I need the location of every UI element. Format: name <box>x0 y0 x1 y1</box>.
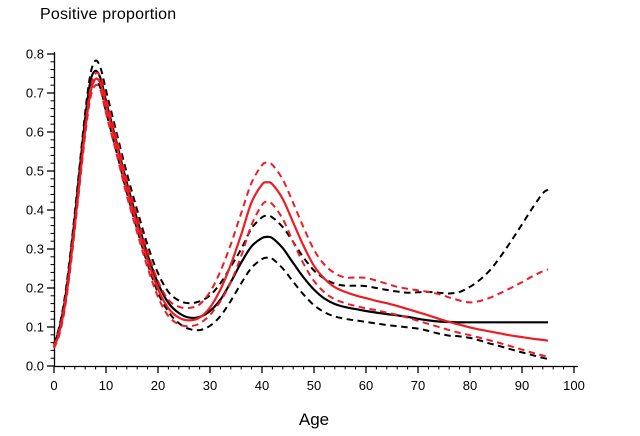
series-black-upper-band <box>53 59 549 345</box>
x-tick-label: 80 <box>463 378 477 393</box>
y-tick-label: 0.2 <box>26 281 44 296</box>
series-red-upper-band <box>53 71 549 347</box>
y-tick-label: 0.8 <box>26 47 44 62</box>
x-tick-label: 60 <box>359 378 373 393</box>
x-tick-label: 100 <box>563 378 585 393</box>
y-tick-label: 0.6 <box>26 125 44 140</box>
series-red-lower-band <box>53 83 549 358</box>
x-tick-label: 50 <box>307 378 321 393</box>
y-tick-label: 0.3 <box>26 242 44 257</box>
x-tick-label: 10 <box>99 378 113 393</box>
x-tick-label: 20 <box>151 378 165 393</box>
y-tick-label: 0.1 <box>26 320 44 335</box>
y-tick-label: 0.4 <box>26 203 44 218</box>
x-tick-label: 0 <box>50 378 57 393</box>
y-tick-label: 0.7 <box>26 86 44 101</box>
x-axis-label: Age <box>299 410 329 429</box>
y-tick-label: 0.5 <box>26 164 44 179</box>
chart-title: Positive proportion <box>40 6 177 23</box>
x-tick-label: 40 <box>255 378 269 393</box>
series-black-estimate <box>52 69 548 347</box>
x-tick-label: 90 <box>515 378 529 393</box>
line-series <box>52 59 549 360</box>
series-black-lower-band <box>53 79 549 360</box>
series-red-estimate <box>52 77 549 348</box>
axes: 0.0 0.1 0.2 0.3 0.4 0.5 0.6 0.7 0.8 0 10 20 30 40 50 60… <box>26 47 585 394</box>
x-tick-label: 70 <box>411 378 425 393</box>
x-tick-label: 30 <box>203 378 217 393</box>
y-tick-label: 0.0 <box>26 359 44 374</box>
